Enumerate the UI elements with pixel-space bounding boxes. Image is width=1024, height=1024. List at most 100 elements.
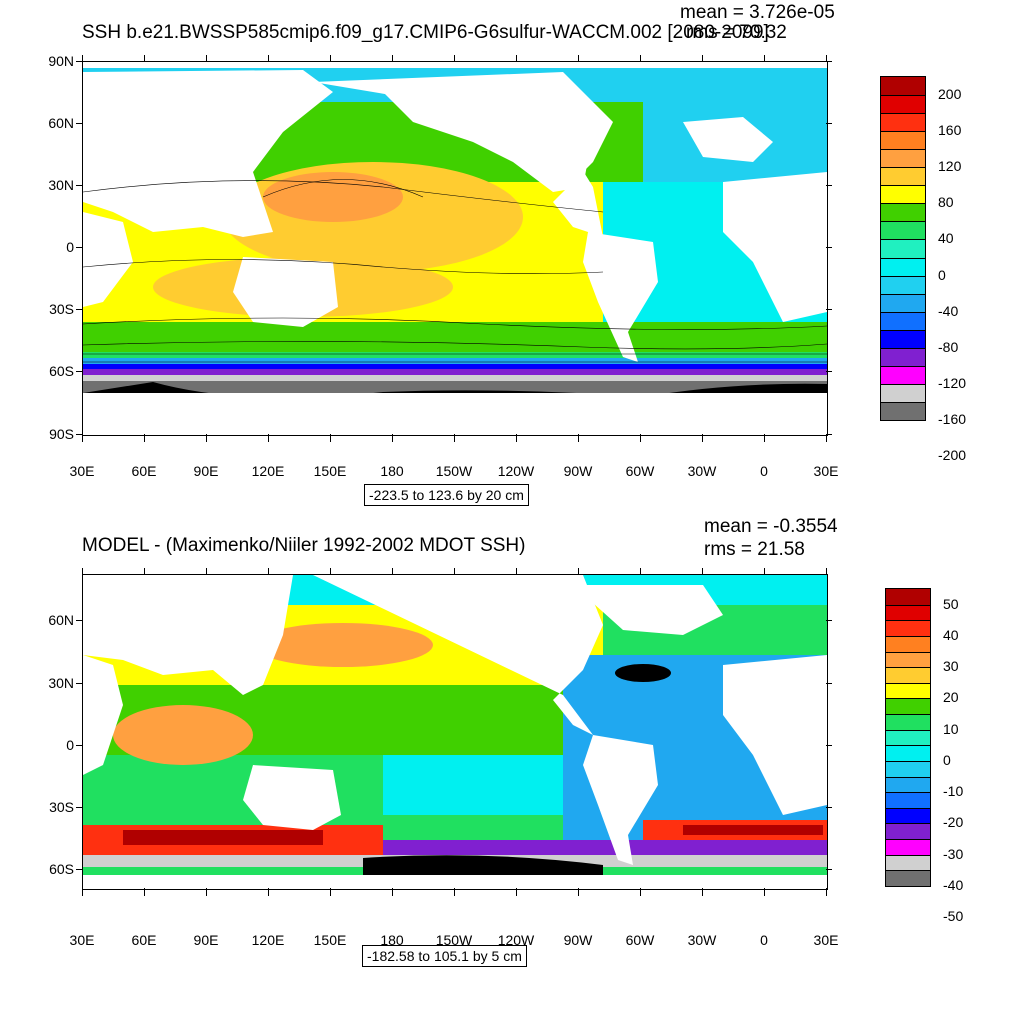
africa-east-land: [83, 655, 123, 775]
colorbar-label: 200: [938, 86, 962, 103]
panel2-mean: mean = -0.3554: [704, 516, 838, 537]
panel1-title: SSH b.e21.BWSSP585cmip6.f09_g17.CMIP6-G6…: [82, 22, 769, 43]
acc-band-2: [83, 358, 827, 364]
south-america-land: [583, 232, 658, 362]
lat-label: 60S: [49, 363, 74, 379]
australia-land: [233, 257, 338, 327]
southern-green-band: [83, 322, 827, 352]
lat-label: 0: [66, 239, 74, 255]
panel2-colorbar: [885, 588, 931, 887]
lat-tick-right: [826, 620, 832, 621]
lat-label: 30N: [48, 177, 74, 193]
lon-label: 90E: [193, 463, 219, 479]
colorbar-box: [881, 239, 925, 258]
australia-land: [243, 765, 341, 830]
lon-label: 60E: [131, 463, 157, 479]
southern-purple: [383, 840, 827, 855]
lon-label: 0: [760, 932, 768, 948]
colorbar-label: 160: [938, 122, 962, 139]
lon-label: 120W: [497, 932, 535, 948]
lon-tick-top: [516, 568, 517, 574]
lon-tick-bottom: [82, 888, 83, 896]
lon-tick-top: [640, 55, 641, 61]
colorbar-label: -200: [938, 447, 967, 464]
lon-tick-top: [578, 55, 579, 61]
lat-tick-left: [76, 620, 82, 621]
north-america-interior: [363, 575, 583, 675]
lon-tick-top: [330, 55, 331, 61]
north-pole-land: [83, 62, 827, 68]
colorbar-box: [886, 854, 930, 871]
colorbar-label: -30: [943, 845, 964, 862]
lon-tick-bottom: [826, 888, 827, 896]
lon-tick-top: [454, 568, 455, 574]
lon-tick-bottom: [702, 888, 703, 896]
colorbar-box: [886, 745, 930, 761]
colorbar-box: [881, 257, 925, 276]
colorbar-box: [886, 635, 930, 652]
lat-tick-right: [826, 123, 832, 124]
south-america-land: [583, 735, 658, 865]
southern-black: [363, 855, 603, 875]
lat-tick-left: [76, 434, 82, 435]
lon-label: 30E: [69, 932, 95, 948]
colorbar-label: -160: [938, 411, 967, 427]
acc-band-4: [83, 369, 827, 375]
colorbar-box: [881, 401, 925, 420]
colorbar-label: 20: [943, 689, 959, 706]
lon-tick-bottom: [330, 888, 331, 896]
lon-tick-bottom: [702, 434, 703, 442]
lon-tick-bottom: [578, 434, 579, 442]
colorbar-label: -20: [943, 814, 964, 831]
lon-label: 60E: [131, 932, 157, 948]
lat-tick-right: [826, 247, 832, 248]
eurasia-land: [83, 575, 293, 695]
lon-tick-top: [702, 55, 703, 61]
lon-tick-bottom: [82, 434, 83, 442]
lat-tick-left: [76, 309, 82, 310]
colorbar-box: [886, 792, 930, 808]
lon-tick-top: [516, 55, 517, 61]
colorbar-box: [886, 698, 930, 715]
lat-tick-right: [826, 185, 832, 186]
lon-tick-top: [640, 568, 641, 574]
panel2-map: [82, 574, 828, 890]
panel1-rms: rms = 70.32: [686, 22, 787, 43]
panel2-map-svg: [83, 575, 827, 889]
lat-tick-left: [76, 371, 82, 372]
lon-tick-top: [82, 568, 83, 574]
colorbar-label: -120: [938, 374, 967, 391]
lon-tick-top: [330, 568, 331, 574]
panel1-range-label: -223.5 to 123.6 by 20 cm: [364, 484, 529, 506]
lat-tick-left: [76, 807, 82, 808]
colorbar-box: [886, 760, 930, 777]
lat-tick-left: [76, 185, 82, 186]
lon-tick-top: [392, 568, 393, 574]
colorbar-box: [881, 383, 925, 402]
lon-tick-bottom: [206, 434, 207, 442]
lon-tick-top: [206, 55, 207, 61]
lon-tick-bottom: [330, 434, 331, 442]
lon-tick-top: [144, 55, 145, 61]
colorbar-box: [886, 776, 930, 793]
lon-tick-top: [826, 55, 827, 61]
lat-tick-left: [76, 745, 82, 746]
lat-label: 90S: [49, 426, 74, 442]
colorbar-box: [881, 77, 925, 96]
colorbar-label: 30: [943, 658, 959, 675]
lon-tick-bottom: [144, 888, 145, 896]
lat-tick-left: [76, 61, 82, 62]
lon-tick-bottom: [454, 888, 455, 896]
lon-tick-top: [144, 568, 145, 574]
lat-tick-right: [826, 371, 832, 372]
lon-tick-bottom: [454, 434, 455, 442]
lat-tick-right: [826, 683, 832, 684]
panel1-map: [82, 61, 828, 436]
lon-tick-top: [764, 55, 765, 61]
lat-label: 30S: [49, 301, 74, 317]
lon-label: 120W: [497, 463, 535, 479]
colorbar-label: 10: [943, 720, 959, 737]
colorbar-box: [886, 667, 930, 683]
contour-lines: [83, 179, 827, 363]
colorbar-box: [886, 604, 930, 621]
